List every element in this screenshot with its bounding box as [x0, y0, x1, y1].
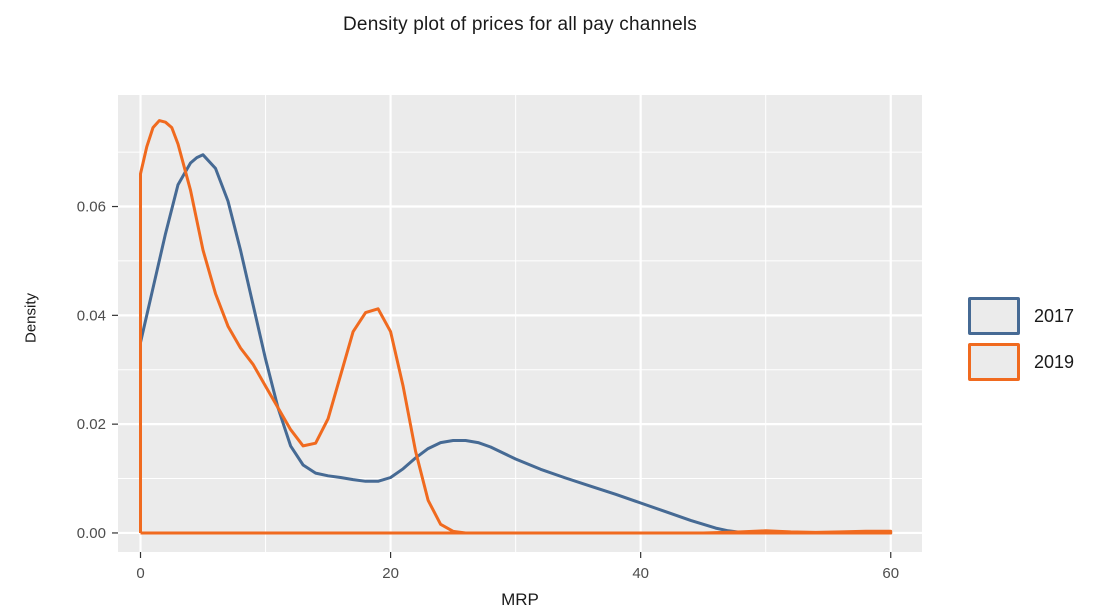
x-tick-label: 0	[136, 565, 144, 582]
y-tick-label: 0.06	[77, 199, 106, 216]
chart-title: Density plot of prices for all pay chann…	[343, 14, 697, 35]
plot-panel	[118, 95, 922, 552]
x-tick-label: 40	[632, 565, 649, 582]
axis-layer: 0 20 40 60 0.00 0.02 0.04 0.06	[77, 199, 899, 582]
panel-background	[118, 95, 922, 552]
x-tick-label: 60	[882, 565, 899, 582]
series-line-2017	[139, 153, 893, 535]
legend-key-2019	[968, 343, 1020, 381]
series-layer	[139, 119, 893, 535]
y-tick-label: 0.02	[77, 416, 106, 433]
legend: 2017 2019	[968, 293, 1074, 385]
y-tick-label: 0.04	[77, 307, 106, 324]
series-line-2019	[139, 119, 893, 535]
legend-item-2019: 2019	[968, 339, 1074, 385]
legend-key-2017	[968, 297, 1020, 335]
y-tick-label: 0.00	[77, 525, 106, 542]
legend-label-2017: 2017	[1034, 305, 1075, 326]
x-axis-title: MRP	[501, 590, 539, 609]
legend-item-2017: 2017	[968, 293, 1074, 339]
legend-label-2019: 2019	[1034, 351, 1075, 372]
x-tick-label: 20	[382, 565, 399, 582]
